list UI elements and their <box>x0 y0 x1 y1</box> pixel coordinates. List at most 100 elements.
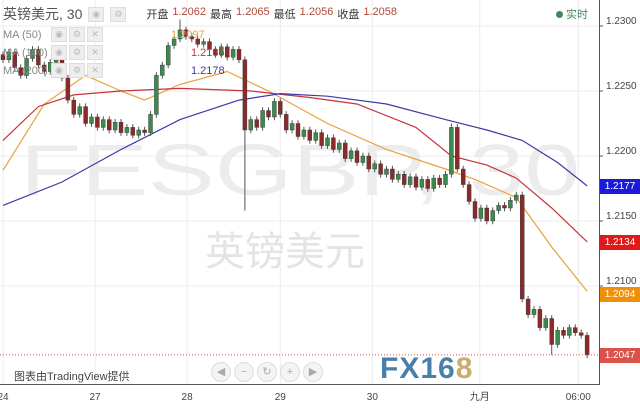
x-tick-label: 27 <box>89 392 101 403</box>
candle-body <box>0 54 6 60</box>
scroll-left-icon[interactable]: ◀ <box>211 362 231 382</box>
zoom-in-icon[interactable]: + <box>280 362 300 382</box>
candle <box>319 129 324 149</box>
tradingview-credit[interactable]: 图表由TradingView提供 <box>14 371 130 383</box>
legend-ma-2: MA (200) ◉ ⚙ ✕ 1.2178 <box>3 63 225 78</box>
scroll-right-icon[interactable]: ▶ <box>303 362 323 382</box>
candle-body <box>278 101 283 115</box>
eye-icon[interactable]: ◉ <box>51 27 67 42</box>
eye-icon[interactable]: ◉ <box>51 45 67 60</box>
close-icon[interactable]: ✕ <box>87 63 103 78</box>
candle-body <box>384 168 389 175</box>
candle <box>437 174 442 188</box>
candle <box>142 126 147 136</box>
candle <box>531 306 537 318</box>
candle <box>195 35 200 48</box>
candle <box>419 176 425 191</box>
open-label: 开盘 <box>146 9 169 21</box>
candle <box>83 103 88 127</box>
candle <box>313 129 318 144</box>
settings-icon[interactable]: ⚙ <box>69 45 85 60</box>
candle <box>207 38 212 53</box>
candle-body <box>319 132 324 146</box>
candle <box>171 35 177 49</box>
candle-body <box>520 194 525 300</box>
candle-body <box>254 119 259 128</box>
settings-icon[interactable]: ⚙ <box>69 63 85 78</box>
candle-body <box>372 163 377 170</box>
candle <box>106 116 112 134</box>
time-axis[interactable]: 24 27 28 29 30 九月 06:00 <box>0 391 591 403</box>
candle <box>24 55 29 79</box>
y-tick-label: 1.2150 <box>606 211 637 222</box>
candle <box>484 204 489 225</box>
candle-body <box>207 41 212 50</box>
chart-navigation: ◀ − ↻ + ▶ <box>211 362 323 382</box>
candle-body <box>437 177 442 185</box>
candle-body <box>6 51 12 60</box>
candle <box>496 202 501 214</box>
candle <box>183 26 189 40</box>
candle-body <box>272 101 277 118</box>
candle-body <box>183 29 189 37</box>
candle-body <box>443 173 448 185</box>
y-tick-label: 1.2200 <box>606 146 637 157</box>
candle <box>260 107 265 131</box>
candle <box>331 134 336 153</box>
settings-icon[interactable]: ⚙ <box>110 6 127 22</box>
candle <box>543 315 548 331</box>
candle <box>443 170 448 188</box>
candle-body <box>260 110 265 128</box>
candle-body <box>189 36 195 40</box>
candle-body <box>36 49 41 66</box>
x-tick-label: 九月 <box>470 391 490 403</box>
candle <box>89 113 94 127</box>
close-icon[interactable]: ✕ <box>87 27 103 42</box>
watermark-symbol: FESGBP, 30 <box>20 131 580 211</box>
realtime-indicator: 实时 <box>556 6 588 22</box>
candle <box>230 46 236 61</box>
candle <box>466 181 472 205</box>
close-icon[interactable]: ✕ <box>87 45 103 60</box>
legend-value: 1.2097 <box>171 28 205 41</box>
legend-ma-1: MA (100) ◉ ⚙ ✕ 1.2135 <box>3 45 225 60</box>
close-value: 1.2058 <box>363 6 397 18</box>
candle <box>242 56 248 211</box>
eye-icon[interactable]: ◉ <box>88 6 105 22</box>
candle <box>118 118 124 136</box>
candle-body <box>549 318 554 345</box>
candle-body <box>461 168 466 185</box>
settings-icon[interactable]: ⚙ <box>69 27 85 42</box>
candle <box>272 98 277 121</box>
candle-body <box>142 129 147 133</box>
grid <box>0 0 599 384</box>
candle <box>278 98 283 118</box>
candle <box>555 326 560 348</box>
candle <box>301 126 307 140</box>
price-axis[interactable]: 1.2300 1.2250 1.2200 1.2150 1.2100 <box>599 16 637 287</box>
candle <box>165 42 171 69</box>
candle <box>160 61 165 79</box>
candle <box>0 51 6 64</box>
eye-icon[interactable]: ◉ <box>51 63 67 78</box>
candle <box>579 329 584 339</box>
candle <box>154 72 159 118</box>
candle-body <box>561 330 566 336</box>
candle-body <box>266 110 271 118</box>
candle <box>18 64 23 79</box>
candle-body <box>65 77 71 101</box>
candle-body <box>348 150 354 159</box>
x-tick-label: 28 <box>182 392 194 403</box>
candle <box>514 191 519 204</box>
candle-body <box>449 127 454 175</box>
zoom-out-icon[interactable]: − <box>234 362 254 382</box>
realtime-label: 实时 <box>566 9 588 21</box>
high-value: 1.2065 <box>236 6 270 18</box>
candle-body <box>584 335 590 356</box>
reset-icon[interactable]: ↻ <box>257 362 277 382</box>
candle <box>360 152 366 166</box>
candle <box>95 113 100 131</box>
candle <box>201 38 206 48</box>
candle <box>490 207 495 225</box>
